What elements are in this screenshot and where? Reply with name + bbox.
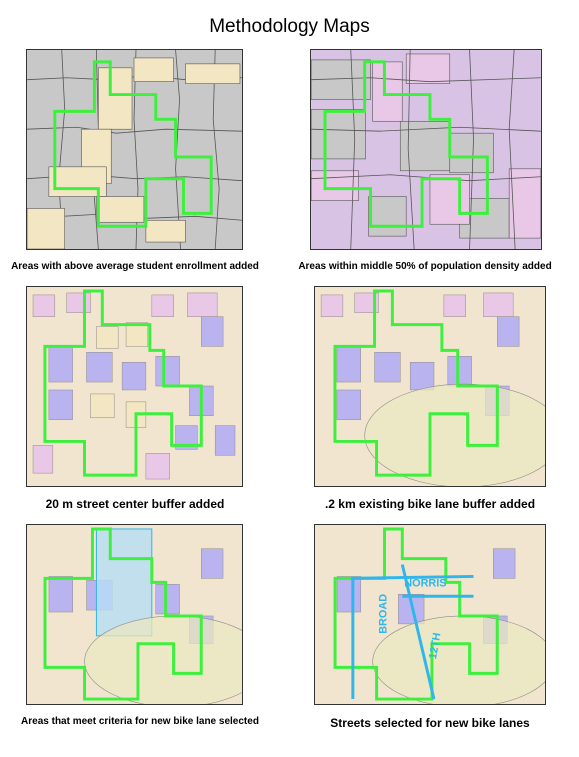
study-area-outline (43, 289, 203, 477)
study-area-outline (333, 289, 499, 477)
bike-lane-buffer (364, 383, 545, 486)
criteria-selected-map (27, 525, 242, 704)
norris-lane (350, 574, 474, 580)
caption-streets-selected: Streets selected for new bike lanes (330, 716, 530, 730)
street-label-norris: NORRIS (404, 577, 446, 589)
12th-lane (400, 564, 436, 700)
population-density-map (311, 50, 541, 249)
caption-population-density: Areas within middle 50% of population de… (298, 261, 552, 272)
new-bike-lanes (350, 564, 474, 700)
caption-criteria-selected: Areas that meet criteria for new bike la… (21, 716, 259, 727)
study-area-outline (323, 60, 489, 228)
study-area-outline (333, 527, 499, 701)
streets-selected-map: NORRIS BROAD 12TH (315, 525, 545, 704)
study-area-outline (43, 527, 203, 701)
page-title: Methodology Maps (209, 16, 370, 37)
bike-lane-buffer-map (315, 287, 545, 486)
map-panel-criteria-selected (26, 524, 243, 705)
street-buffer-map (27, 287, 242, 486)
street-label-broad: BROAD (377, 594, 389, 634)
map-panel-population-density (310, 49, 542, 250)
parcel-grid (32, 292, 236, 480)
street-label-12th: 12TH (427, 632, 443, 660)
map-panel-student-enrollment (26, 49, 243, 250)
study-area-outline (53, 60, 213, 228)
map-panel-bike-lane-buffer (314, 286, 546, 487)
map-panel-streets-selected: NORRIS BROAD 12TH (314, 524, 546, 705)
student-enrollment-map (27, 50, 242, 249)
map-panel-street-buffer (26, 286, 243, 487)
tract-polygons-pink (311, 53, 541, 239)
caption-bike-lane-buffer: .2 km existing bike lane buffer added (324, 497, 536, 511)
caption-student-enrollment: Areas with above average student enrollm… (11, 261, 259, 272)
caption-street-buffer: 20 m street center buffer added (45, 497, 225, 511)
enrollment-highlight (27, 57, 241, 249)
tract-polygons (311, 50, 541, 249)
